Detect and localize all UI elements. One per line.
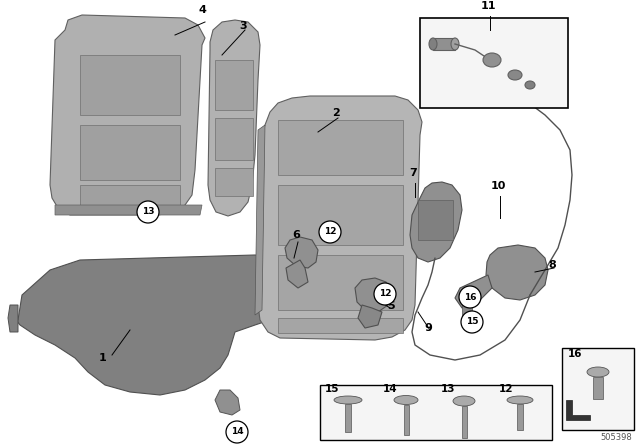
Polygon shape — [355, 278, 390, 312]
Ellipse shape — [394, 396, 418, 405]
Text: 12: 12 — [499, 384, 513, 394]
Ellipse shape — [483, 53, 501, 67]
Text: 15: 15 — [325, 384, 339, 394]
Text: 3: 3 — [239, 21, 247, 31]
Text: 505398: 505398 — [600, 433, 632, 442]
Bar — [278, 255, 403, 310]
Bar — [345, 404, 351, 432]
Bar — [462, 298, 472, 320]
Ellipse shape — [587, 367, 609, 377]
Bar — [215, 60, 253, 110]
Circle shape — [319, 221, 341, 243]
Circle shape — [459, 286, 481, 308]
Polygon shape — [285, 237, 318, 268]
Polygon shape — [215, 390, 240, 415]
Text: 12: 12 — [379, 289, 391, 298]
Ellipse shape — [334, 396, 362, 404]
Bar — [215, 118, 253, 160]
Ellipse shape — [429, 38, 437, 50]
Circle shape — [137, 201, 159, 223]
Text: 13: 13 — [141, 207, 154, 216]
Polygon shape — [486, 245, 548, 300]
Ellipse shape — [507, 396, 533, 404]
Bar — [404, 405, 409, 435]
Bar — [562, 348, 634, 430]
Bar — [215, 168, 253, 196]
Ellipse shape — [508, 70, 522, 80]
Text: 1: 1 — [99, 353, 107, 363]
Polygon shape — [255, 125, 265, 315]
Text: 16: 16 — [464, 293, 476, 302]
Polygon shape — [50, 15, 205, 215]
Bar — [320, 385, 552, 440]
Bar — [278, 318, 403, 333]
Text: 13: 13 — [441, 384, 456, 394]
Text: 6: 6 — [292, 230, 300, 240]
Bar — [278, 185, 403, 245]
Circle shape — [374, 283, 396, 305]
Polygon shape — [566, 400, 590, 420]
Bar — [418, 200, 453, 240]
Bar — [80, 125, 180, 180]
Text: 8: 8 — [548, 260, 556, 270]
Text: 14: 14 — [230, 427, 243, 436]
Text: 9: 9 — [424, 323, 432, 333]
Text: 7: 7 — [409, 168, 417, 178]
Polygon shape — [410, 182, 462, 262]
Circle shape — [226, 421, 248, 443]
Polygon shape — [16, 255, 315, 395]
Ellipse shape — [451, 38, 459, 50]
Polygon shape — [358, 305, 382, 328]
Polygon shape — [208, 20, 260, 216]
Ellipse shape — [525, 81, 535, 89]
Text: 4: 4 — [198, 5, 206, 15]
Bar — [80, 185, 180, 207]
Bar — [420, 18, 568, 108]
Text: 11: 11 — [480, 1, 496, 11]
Bar — [517, 404, 523, 430]
Bar — [462, 406, 467, 438]
Bar — [433, 38, 455, 50]
Ellipse shape — [453, 396, 475, 406]
Text: 15: 15 — [466, 318, 478, 327]
Text: 16: 16 — [568, 349, 582, 359]
Text: 2: 2 — [332, 108, 340, 118]
Polygon shape — [286, 260, 308, 288]
Circle shape — [461, 311, 483, 333]
Polygon shape — [455, 275, 492, 308]
Text: 10: 10 — [490, 181, 506, 191]
Text: 5: 5 — [387, 301, 395, 311]
Bar — [80, 55, 180, 115]
Polygon shape — [8, 305, 18, 332]
Bar — [278, 120, 403, 175]
Text: 12: 12 — [324, 228, 336, 237]
Polygon shape — [55, 205, 202, 215]
Polygon shape — [258, 96, 422, 340]
Text: 14: 14 — [383, 384, 397, 394]
Bar — [593, 377, 603, 399]
